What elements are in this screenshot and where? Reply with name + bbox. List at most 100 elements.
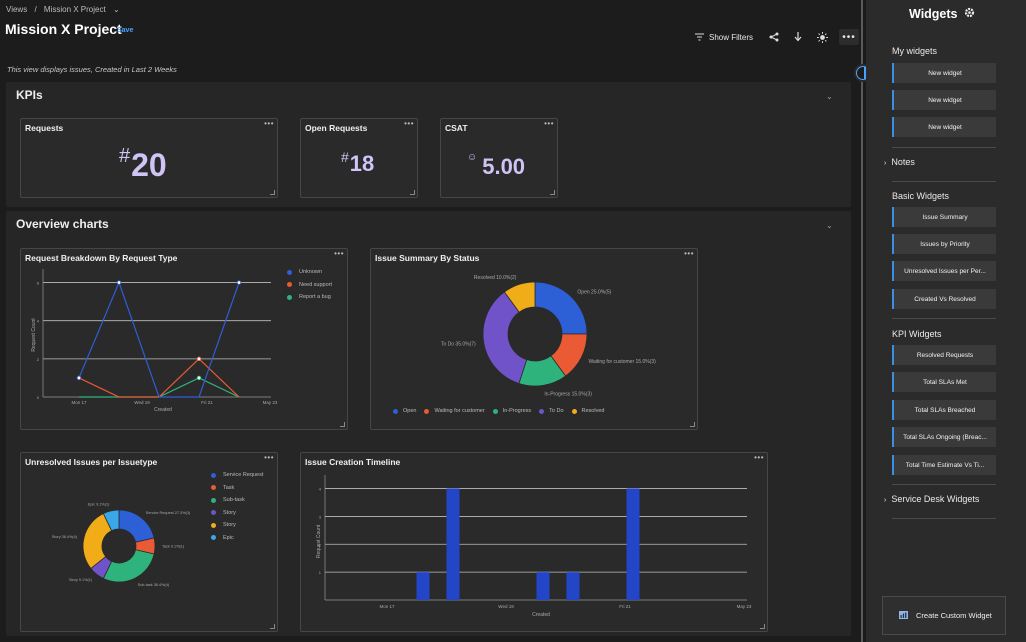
data-point — [196, 375, 202, 381]
show-filters-button[interactable]: Show Filters — [709, 32, 754, 42]
breadcrumb-views[interactable]: Views — [6, 5, 28, 14]
legend-item[interactable]: To Do — [539, 408, 564, 414]
brightness-icon[interactable] — [815, 30, 829, 44]
widget-item[interactable]: Total SLAs Breached — [892, 400, 996, 420]
widget-item[interactable]: New widget — [892, 117, 996, 137]
chart-icon — [899, 610, 908, 621]
filter-icon[interactable] — [692, 30, 706, 44]
y-axis-label: Request Count — [31, 318, 37, 352]
legend-label: Epic — [223, 534, 234, 541]
save-button[interactable]: Save — [117, 27, 134, 34]
data-point — [196, 356, 202, 362]
legend-item[interactable]: Service Request — [211, 469, 263, 482]
resize-handle[interactable] — [760, 624, 765, 629]
widget-item[interactable]: Issue Summary — [892, 207, 996, 227]
legend-item[interactable]: In-Progress — [492, 408, 531, 414]
create-custom-widget-button[interactable]: Create Custom Widget — [882, 596, 1006, 635]
legend-dot — [287, 282, 292, 288]
widget-item[interactable]: Issues by Priority — [892, 234, 996, 254]
kpi-widgets-heading: KPI Widgets — [892, 329, 942, 339]
chart-title: Request Breakdown By Request Type — [25, 253, 178, 263]
slice-label: Story 9.1%(1) — [69, 578, 93, 582]
more-options-button[interactable]: ••• — [839, 29, 860, 45]
widget-item[interactable]: New widget — [892, 63, 996, 83]
resize-handle[interactable] — [270, 190, 275, 195]
donut-chart: Service Request 27.3%(3) Task 9.1%(1) Sub-… — [52, 503, 191, 588]
resize-handle[interactable] — [690, 422, 695, 427]
widget-item[interactable]: New widget — [892, 90, 996, 110]
y-tick-label: 6 — [37, 281, 40, 286]
legend-dot — [211, 485, 216, 491]
basic-widgets-heading: Basic Widgets — [892, 191, 950, 201]
widget-item[interactable]: Total Time Estimate Vs Ti... — [892, 455, 996, 475]
y-tick-label: 2 — [319, 542, 322, 547]
legend-item[interactable]: Report a bug — [287, 291, 332, 304]
legend-dot — [211, 497, 216, 503]
legend-item[interactable]: Resolved — [571, 408, 604, 414]
gear-icon[interactable] — [964, 7, 975, 21]
widget-item[interactable]: Unresolved Issues per Per... — [892, 261, 996, 281]
legend-item[interactable]: Unknown — [287, 266, 332, 279]
card-menu-icon[interactable]: ••• — [684, 249, 694, 258]
card-menu-icon[interactable]: ••• — [264, 453, 274, 462]
card-menu-icon[interactable]: ••• — [404, 119, 414, 128]
overview-collapse-icon[interactable]: ⌄ — [826, 221, 833, 230]
legend-item[interactable]: Need support — [287, 279, 332, 292]
legend-dot — [492, 408, 498, 414]
legend-item[interactable]: Task — [211, 482, 263, 495]
card-menu-icon[interactable]: ••• — [544, 119, 554, 128]
breadcrumb: Views / Mission X Project ⌄ — [6, 5, 125, 14]
legend-item[interactable]: Epic — [211, 532, 263, 545]
line-legend: Unknown Need support Report a bug — [287, 266, 332, 304]
widget-item[interactable]: Resolved Requests — [892, 345, 996, 365]
legend-label: Open — [403, 408, 417, 414]
y-tick-label: 2 — [37, 357, 40, 362]
divider — [892, 484, 996, 485]
widget-item[interactable]: Total SLAs Ongoing (Breac... — [892, 427, 996, 447]
divider — [892, 518, 996, 519]
legend-item[interactable]: Sub-task — [211, 494, 263, 507]
resize-handle[interactable] — [550, 190, 555, 195]
chart-card-issue-creation-timeline: Issue Creation Timeline ••• 1 2 3 4 Mon 17 We… — [300, 452, 768, 632]
widget-item[interactable]: Total SLAs Met — [892, 372, 996, 392]
legend-label: Service Request — [223, 472, 264, 479]
donut-slice — [102, 549, 155, 583]
legend-item[interactable]: Waiting for customer — [424, 408, 485, 414]
resize-handle[interactable] — [270, 624, 275, 629]
line-chart: 0 2 4 6 Mon 17 Wed 19 Fri 21 May 23 Created Reque… — [31, 269, 278, 413]
chart-card-issue-summary: Issue Summary By Status ••• Open 25.0%(5… — [370, 248, 698, 430]
service-desk-section-toggle[interactable]: › Service Desk Widgets — [884, 494, 979, 504]
issuetype-legend: Service Request Task Sub-task Story Stor… — [211, 469, 263, 544]
bar — [566, 572, 580, 600]
legend-item[interactable]: Open — [393, 408, 416, 414]
bar — [416, 572, 430, 600]
card-menu-icon[interactable]: ••• — [334, 249, 344, 258]
resize-handle[interactable] — [340, 422, 345, 427]
y-tick-label: 3 — [319, 514, 322, 519]
legend-label: Report a bug — [299, 294, 331, 301]
donut-slice — [102, 509, 120, 532]
legend-item[interactable]: Story — [211, 507, 263, 520]
donut-slice — [503, 281, 536, 313]
x-tick-label: May 23 — [263, 400, 278, 405]
download-icon[interactable] — [791, 30, 805, 44]
slice-label: To Do 35.0%(7) — [441, 341, 476, 347]
legend-item[interactable]: Story — [211, 519, 263, 532]
chevron-down-icon[interactable]: ⌄ — [112, 5, 120, 14]
breadcrumb-current[interactable]: Mission X Project — [43, 5, 106, 14]
panel-divider-scrollbar[interactable] — [861, 0, 863, 642]
chart-title: Issue Summary By Status — [375, 253, 480, 263]
card-menu-icon[interactable]: ••• — [754, 453, 764, 462]
widget-item[interactable]: Created Vs Resolved — [892, 289, 996, 309]
kpis-collapse-icon[interactable]: ⌄ — [826, 92, 833, 101]
kpi-value: ☺ 5.00 — [467, 152, 526, 180]
kpi-number: 5.00 — [482, 154, 526, 179]
series-line — [79, 377, 240, 398]
notes-section-toggle[interactable]: › Notes — [884, 157, 915, 167]
divider — [892, 147, 996, 148]
kpi-title: Open Requests — [305, 123, 368, 133]
share-icon[interactable] — [767, 30, 781, 44]
resize-handle[interactable] — [410, 190, 415, 195]
card-menu-icon[interactable]: ••• — [264, 119, 274, 128]
legend-dot — [393, 408, 398, 414]
